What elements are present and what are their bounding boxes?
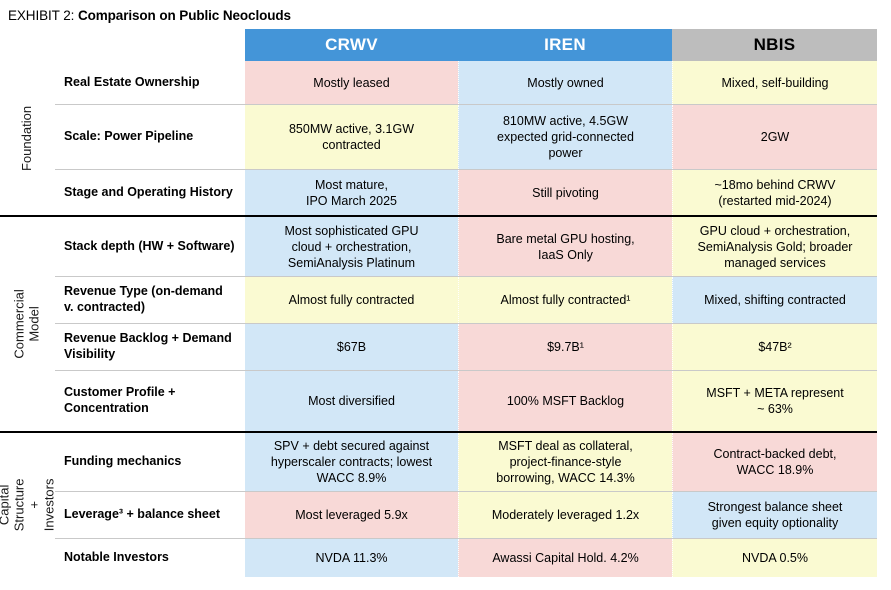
table-cell: Almost fully contracted¹: [458, 277, 672, 323]
table-cell: GPU cloud + orchestration, SemiAnalysis …: [672, 217, 877, 276]
table-cell: Most leveraged 5.9x: [245, 492, 458, 538]
table-cell: Almost fully contracted: [245, 277, 458, 323]
table-cell: Still pivoting: [458, 170, 672, 215]
table-row: Real Estate Ownership Mostly leased Most…: [55, 61, 877, 104]
table-cell: $9.7B¹: [458, 324, 672, 370]
section-foundation: Foundation Real Estate Ownership Mostly …: [0, 61, 877, 215]
table-cell: MSFT deal as collateral, project-finance…: [458, 433, 672, 491]
row-label: Real Estate Ownership: [64, 74, 200, 89]
row-label: Revenue Type (on-demand v. contracted): [64, 284, 223, 314]
comparison-table: CRWV IREN NBIS Foundation Real Estate Ow…: [0, 29, 877, 577]
table-row: Funding mechanics SPV + debt secured aga…: [55, 433, 877, 491]
row-label: Leverage³ + balance sheet: [64, 507, 220, 522]
table-cell: 100% MSFT Backlog: [458, 371, 672, 431]
column-header-crwv: CRWV: [245, 29, 458, 61]
header-spacer: [0, 29, 55, 61]
row-label: Funding mechanics: [64, 454, 182, 469]
table-row: Stage and Operating History Most mature,…: [55, 169, 877, 215]
column-header-nbis: NBIS: [672, 29, 877, 61]
exhibit-title-main: Comparison on Public Neoclouds: [77, 8, 291, 23]
table-cell: Awassi Capital Hold. 4.2%: [458, 539, 672, 577]
row-label: Revenue Backlog + Demand Visibility: [64, 331, 232, 361]
table-row: Leverage³ + balance sheet Most leveraged…: [55, 491, 877, 538]
exhibit-title: EXHIBIT 2: Comparison on Public Neocloud…: [0, 0, 891, 23]
table-header-row: CRWV IREN NBIS: [0, 29, 877, 61]
table-cell: $47B²: [672, 324, 877, 370]
table-cell: Strongest balance sheet given equity opt…: [672, 492, 877, 538]
row-label: Notable Investors: [64, 550, 169, 565]
exhibit-title-prefix: EXHIBIT 2:: [8, 8, 75, 23]
table-cell: NVDA 0.5%: [672, 539, 877, 577]
table-row: Revenue Type (on-demand v. contracted) A…: [55, 276, 877, 323]
table-row: Scale: Power Pipeline 850MW active, 3.1G…: [55, 104, 877, 169]
table-cell: 850MW active, 3.1GW contracted: [245, 105, 458, 169]
section-capital-structure: Capital Structure + Investors Funding me…: [0, 431, 877, 577]
header-spacer: [55, 29, 245, 61]
table-cell: Most mature, IPO March 2025: [245, 170, 458, 215]
table-cell: ~18mo behind CRWV (restarted mid-2024): [672, 170, 877, 215]
column-header-iren: IREN: [458, 29, 672, 61]
table-cell: Mixed, shifting contracted: [672, 277, 877, 323]
table-cell: Mostly leased: [245, 61, 458, 104]
table-cell: NVDA 11.3%: [245, 539, 458, 577]
section-commercial-model: Commercial Model Stack depth (HW + Softw…: [0, 215, 877, 431]
group-label-capital-structure: Capital Structure + Investors: [0, 478, 57, 532]
table-cell: Mostly owned: [458, 61, 672, 104]
table-cell: 2GW: [672, 105, 877, 169]
row-label: Customer Profile + Concentration: [64, 385, 176, 415]
group-label-commercial-model: Commercial Model: [11, 289, 42, 359]
table-row: Stack depth (HW + Software) Most sophist…: [55, 217, 877, 276]
table-row: Revenue Backlog + Demand Visibility $67B…: [55, 323, 877, 370]
table-cell: Most sophisticated GPU cloud + orchestra…: [245, 217, 458, 276]
group-label-foundation: Foundation: [19, 105, 35, 171]
row-label: Scale: Power Pipeline: [64, 129, 194, 144]
table-row: Notable Investors NVDA 11.3% Awassi Capi…: [55, 538, 877, 577]
row-label: Stack depth (HW + Software): [64, 238, 235, 253]
table-cell: MSFT + META represent ~ 63%: [672, 371, 877, 431]
table-cell: Mixed, self-building: [672, 61, 877, 104]
table-cell: $67B: [245, 324, 458, 370]
table-cell: SPV + debt secured against hyperscaler c…: [245, 433, 458, 491]
table-cell: 810MW active, 4.5GW expected grid-connec…: [458, 105, 672, 169]
table-cell: Contract-backed debt, WACC 18.9%: [672, 433, 877, 491]
table-cell: Most diversified: [245, 371, 458, 431]
row-label: Stage and Operating History: [64, 184, 233, 199]
table-cell: Bare metal GPU hosting, IaaS Only: [458, 217, 672, 276]
table-row: Customer Profile + Concentration Most di…: [55, 370, 877, 431]
table-cell: Moderately leveraged 1.2x: [458, 492, 672, 538]
